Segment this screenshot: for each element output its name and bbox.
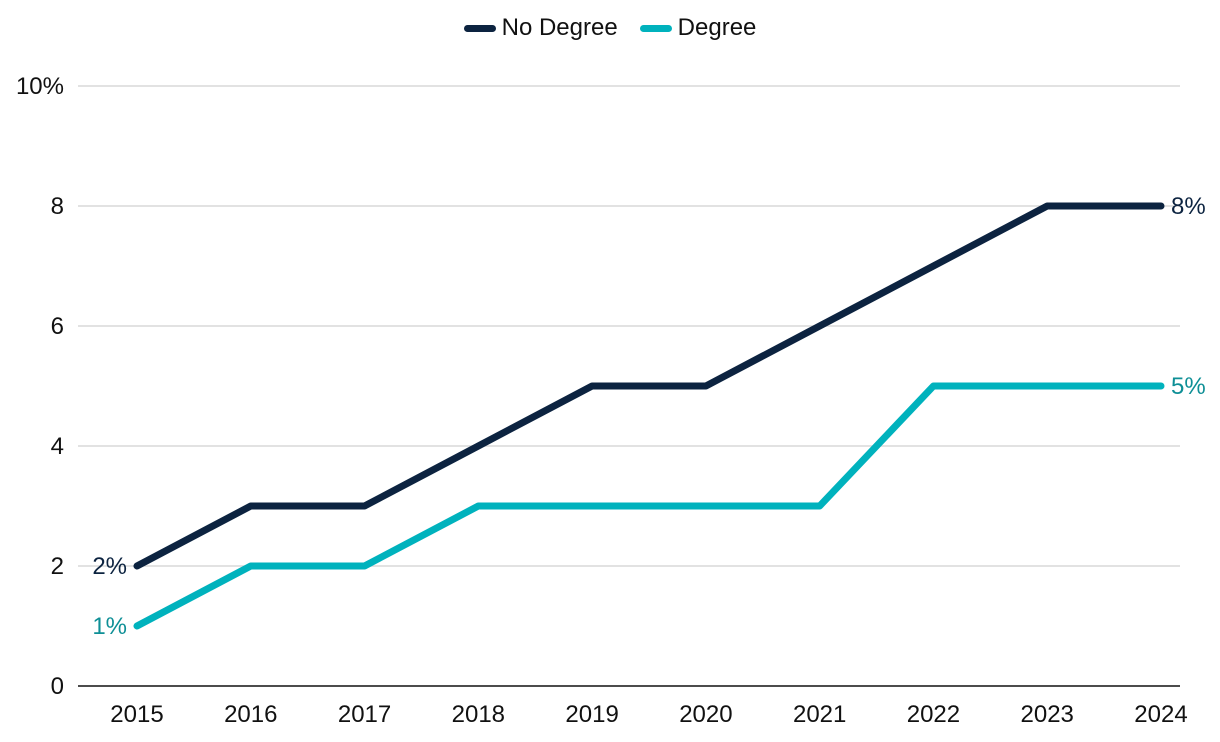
series-lines <box>133 202 1165 630</box>
y-axis: 0 2 4 6 8 10% <box>16 73 64 700</box>
data-label-1: 1% <box>92 613 127 640</box>
x-tick-label-2018: 2018 <box>452 701 505 728</box>
y-tick-label-8: 8 <box>51 193 64 220</box>
data-label-0: 2% <box>92 553 127 580</box>
y-tick-label-6: 6 <box>51 313 64 340</box>
y-tick-label-0: 0 <box>51 673 64 700</box>
x-tick-label-2016: 2016 <box>224 701 277 728</box>
x-tick-label-2017: 2017 <box>338 701 391 728</box>
x-axis: 2015 2016 2017 2018 2019 2020 2021 2022 2023 2024 <box>78 685 1188 728</box>
x-tick-label-2024: 2024 <box>1134 701 1187 728</box>
x-tick-label-2019: 2019 <box>565 701 618 728</box>
y-tick-label-4: 4 <box>51 433 64 460</box>
legend-item-degree: Degree <box>639 14 757 42</box>
y-tick-label-10: 10% <box>16 73 64 100</box>
legend-label-degree: Degree <box>677 14 757 41</box>
data-label-2: 8% <box>1171 193 1206 220</box>
legend-swatch-no-degree <box>463 24 496 32</box>
legend: No Degree Degree <box>0 14 1220 42</box>
x-tick-label-2021: 2021 <box>793 701 846 728</box>
x-tick-label-2020: 2020 <box>679 701 732 728</box>
legend-swatch-degree <box>639 24 672 32</box>
x-tick-label-2023: 2023 <box>1021 701 1074 728</box>
legend-item-no-degree: No Degree <box>463 14 618 42</box>
series-line-degree <box>133 382 1165 630</box>
gridlines <box>78 85 1180 567</box>
data-label-3: 5% <box>1171 373 1206 400</box>
y-tick-label-2: 2 <box>51 553 64 580</box>
x-tick-label-2015: 2015 <box>110 701 163 728</box>
x-tick-label-2022: 2022 <box>907 701 960 728</box>
legend-label-no-degree: No Degree <box>501 14 618 41</box>
series-line-no-degree <box>133 202 1165 570</box>
data-labels: 2% 1% 8% 5% <box>92 193 1205 640</box>
